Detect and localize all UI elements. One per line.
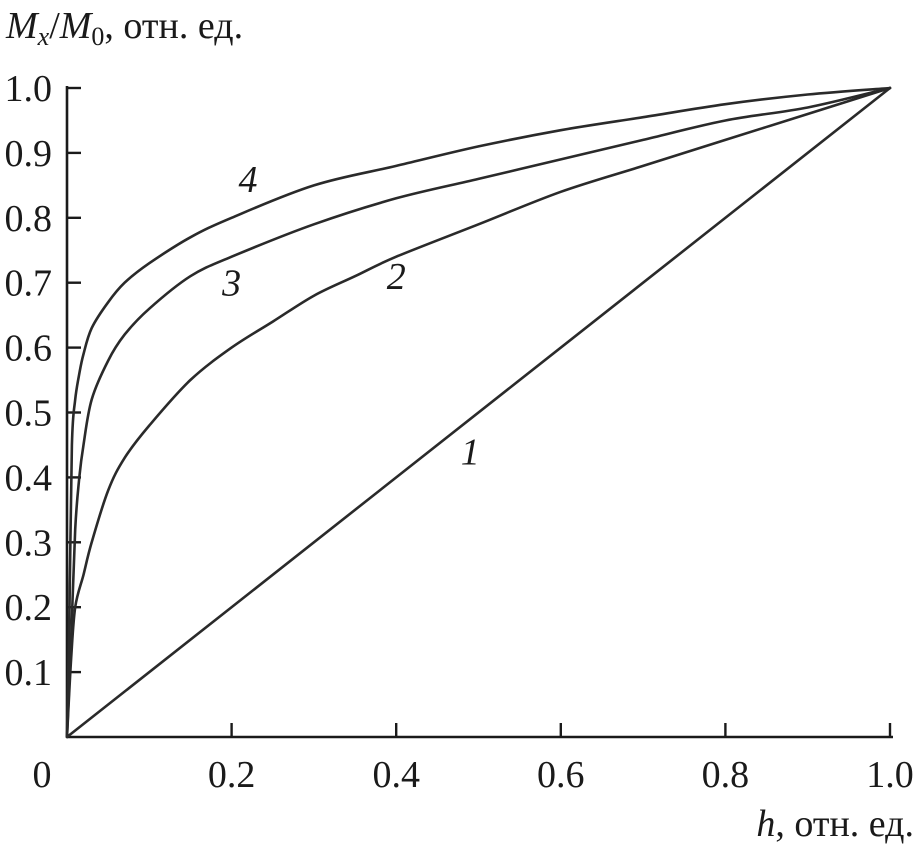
curve-4 xyxy=(65,86,892,739)
x-tick-label-0: 0 xyxy=(33,754,52,796)
x-axis-unit: , отн. ед. xyxy=(775,803,914,845)
y-tick-label-7: 0.8 xyxy=(5,198,53,240)
curve-3 xyxy=(65,86,892,739)
y-axis-var-sub-0: 0 xyxy=(91,22,104,51)
y-axis-unit: , отн. ед. xyxy=(104,5,243,47)
x-axis-title: h, отн. ед. xyxy=(756,803,914,845)
curve-label-2: 2 xyxy=(387,256,406,298)
y-tick-label-9: 1.0 xyxy=(5,68,53,110)
x-axis-var-h: h xyxy=(756,803,775,845)
y-axis-slash: / xyxy=(49,5,60,47)
y-ticks: 0.1 0.2 0.3 0.4 0.5 0.6 0.7 0.8 0.9 1.0 xyxy=(5,68,81,694)
curves xyxy=(65,86,892,739)
x-tick-label-1: 0.2 xyxy=(208,754,256,796)
y-tick-label-8: 0.9 xyxy=(5,133,53,175)
y-axis-title: Mx/M0, отн. ед. xyxy=(5,5,243,51)
curve-labels: 1 2 3 4 xyxy=(221,159,480,474)
curve-label-3: 3 xyxy=(221,263,241,305)
y-tick-label-5: 0.6 xyxy=(5,328,53,370)
y-axis-var-sub-x: x xyxy=(37,22,50,51)
x-ticks: 0 0.2 0.4 0.6 0.8 1.0 xyxy=(33,723,914,796)
y-tick-label-3: 0.4 xyxy=(5,457,53,499)
curve-label-4: 4 xyxy=(239,159,258,201)
y-tick-label-2: 0.3 xyxy=(5,522,53,564)
curve-2 xyxy=(65,86,892,739)
y-tick-label-0: 0.1 xyxy=(5,652,53,694)
curve-1 xyxy=(65,86,892,739)
y-tick-label-4: 0.5 xyxy=(5,393,53,435)
y-tick-label-6: 0.7 xyxy=(5,263,53,305)
x-tick-label-2: 0.4 xyxy=(372,754,420,796)
x-tick-label-5: 1.0 xyxy=(866,754,914,796)
y-axis-var-m: M xyxy=(5,5,40,47)
x-tick-label-4: 0.8 xyxy=(702,754,750,796)
x-tick-label-3: 0.6 xyxy=(537,754,585,796)
y-tick-label-1: 0.2 xyxy=(5,587,53,629)
y-axis-var-m0: M xyxy=(59,5,94,47)
curve-label-1: 1 xyxy=(461,431,480,473)
